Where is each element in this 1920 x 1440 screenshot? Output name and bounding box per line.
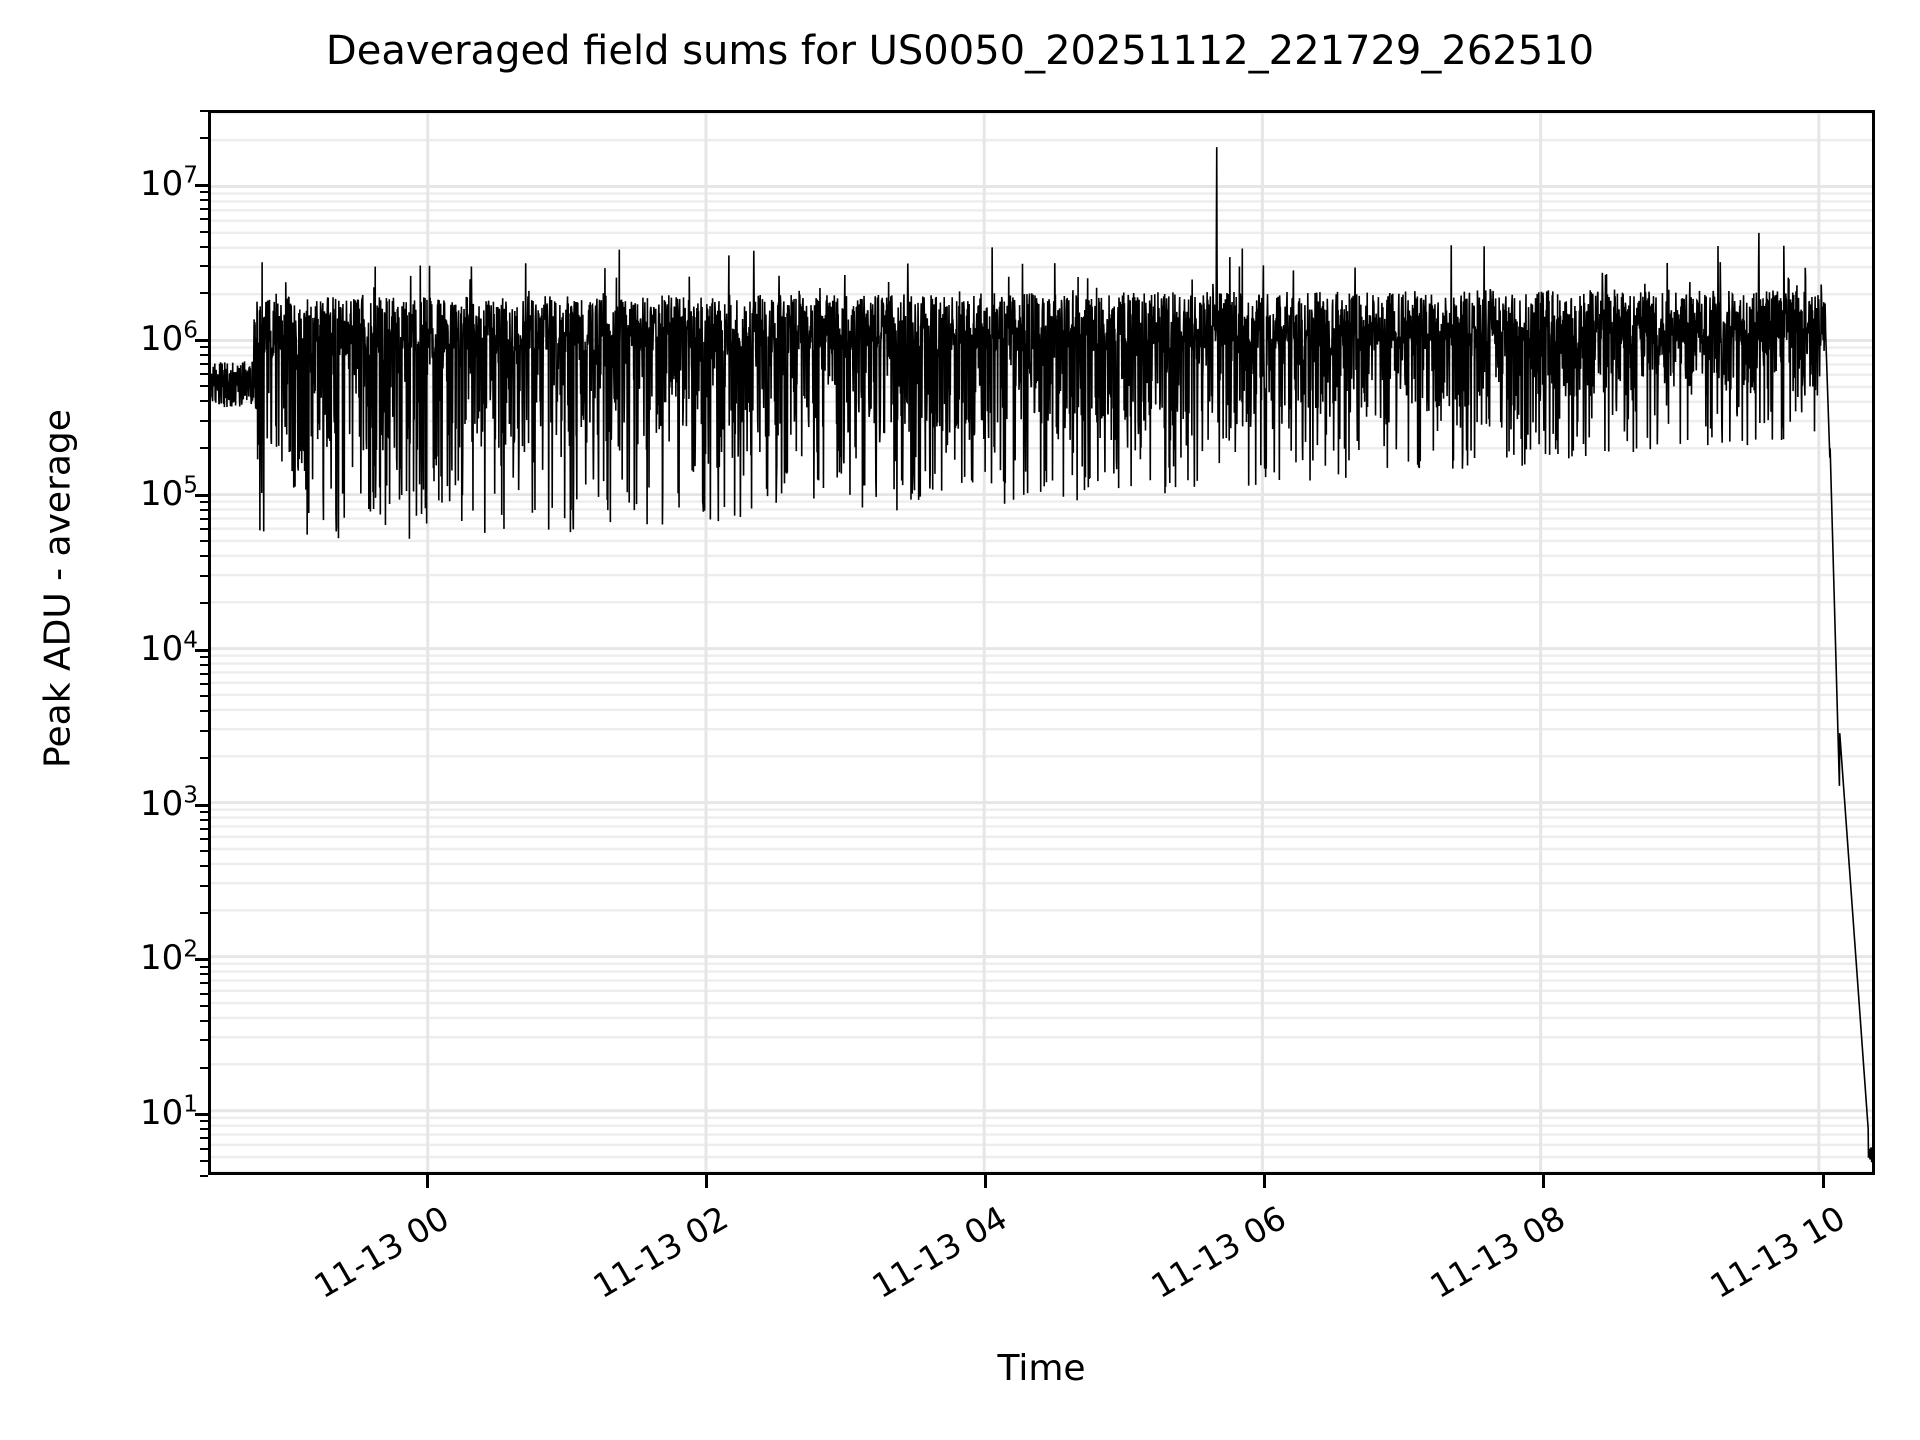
- y-tick-minor: [200, 292, 208, 295]
- y-tick-minor: [200, 1128, 208, 1131]
- y-tick-minor: [200, 1159, 208, 1162]
- plot-svg: [211, 113, 1872, 1172]
- y-tick-minor: [200, 500, 208, 503]
- x-tick-label: 11-13 08: [1423, 1198, 1572, 1306]
- x-tick-label: 11-13 06: [1144, 1198, 1293, 1306]
- y-tick-major: [195, 338, 208, 342]
- y-tick-minor: [200, 574, 208, 577]
- y-tick-minor: [200, 508, 208, 511]
- y-tick-minor: [200, 982, 208, 985]
- y-tick-minor: [200, 710, 208, 713]
- vertical-gridlines: [426, 113, 1821, 1172]
- y-tick-minor: [200, 373, 208, 376]
- y-tick-minor: [200, 865, 208, 868]
- y-tick-minor: [200, 1066, 208, 1069]
- y-tick-minor: [200, 729, 208, 732]
- y-tick-minor: [200, 884, 208, 887]
- chart-title: Deaveraged field sums for US0050_2025111…: [325, 28, 1595, 74]
- y-tick-minor: [200, 245, 208, 248]
- y-tick-minor: [200, 540, 208, 543]
- y-tick-minor: [200, 810, 208, 813]
- y-tick-minor: [200, 672, 208, 675]
- x-tick-major: [1263, 1175, 1267, 1188]
- y-tick-major: [195, 1113, 208, 1117]
- y-tick-minor: [200, 1120, 208, 1123]
- y-tick-minor: [200, 1005, 208, 1008]
- x-tick-major: [1821, 1175, 1825, 1188]
- y-tick-minor: [200, 198, 208, 201]
- x-tick-major: [425, 1175, 429, 1188]
- y-tick-minor: [200, 756, 208, 759]
- y-tick-minor: [200, 818, 208, 821]
- x-tick-major: [704, 1175, 708, 1188]
- y-tick-major: [195, 803, 208, 807]
- y-tick-minor: [200, 695, 208, 698]
- y-tick-minor: [200, 992, 208, 995]
- y-tick-minor: [200, 1175, 208, 1177]
- y-tick-minor: [200, 655, 208, 658]
- y-tick-minor: [200, 190, 208, 193]
- y-tick-label: 102: [140, 937, 198, 979]
- y-tick-label: 106: [140, 317, 198, 359]
- y-tick-minor: [200, 353, 208, 356]
- y-tick-minor: [200, 528, 208, 531]
- minor-gridlines: [211, 113, 1872, 1172]
- y-tick-minor: [200, 207, 208, 210]
- y-tick-minor: [200, 602, 208, 604]
- x-axis-title: Time: [997, 1348, 1086, 1389]
- y-tick-minor: [200, 345, 208, 348]
- y-tick-label: 107: [140, 162, 198, 204]
- y-tick-minor: [200, 1020, 208, 1023]
- y-tick-minor: [200, 400, 208, 403]
- y-tick-minor: [200, 362, 208, 365]
- y-tick-major: [195, 183, 208, 187]
- y-tick-minor: [200, 264, 208, 267]
- y-tick-minor: [200, 911, 208, 914]
- data-series-line: [211, 147, 1872, 1162]
- x-tick-label: 11-13 10: [1703, 1198, 1852, 1306]
- y-tick-minor: [200, 850, 208, 853]
- y-tick-minor: [200, 110, 208, 112]
- y-tick-minor: [200, 447, 208, 450]
- x-tick-label: 11-13 00: [307, 1198, 456, 1306]
- y-tick-major: [195, 958, 208, 962]
- x-tick-label: 11-13 02: [586, 1198, 735, 1306]
- y-tick-minor: [200, 1147, 208, 1150]
- y-tick-minor: [200, 230, 208, 233]
- y-tick-label: 105: [140, 472, 198, 514]
- x-tick-major: [1542, 1175, 1546, 1188]
- x-tick-label: 11-13 04: [865, 1198, 1014, 1306]
- y-tick-minor: [200, 682, 208, 685]
- y-tick-minor: [200, 973, 208, 976]
- y-axis-title: Peak ADU - average: [37, 409, 79, 768]
- y-tick-major: [195, 493, 208, 497]
- y-tick-minor: [200, 965, 208, 968]
- y-tick-minor: [200, 419, 208, 422]
- plot-area: [208, 110, 1875, 1175]
- y-tick-minor: [200, 137, 208, 140]
- y-tick-minor: [200, 385, 208, 388]
- y-tick-minor: [200, 555, 208, 558]
- y-tick-minor: [200, 837, 208, 840]
- y-tick-minor: [200, 1137, 208, 1140]
- y-tick-minor: [200, 827, 208, 830]
- x-tick-major: [983, 1175, 987, 1188]
- y-tick-minor: [200, 663, 208, 666]
- y-tick-minor: [200, 1039, 208, 1042]
- y-tick-label: 101: [140, 1092, 198, 1134]
- y-tick-label: 104: [140, 627, 198, 669]
- y-tick-major: [195, 648, 208, 652]
- y-tick-minor: [200, 517, 208, 520]
- y-tick-label: 103: [140, 782, 198, 824]
- y-tick-minor: [200, 218, 208, 221]
